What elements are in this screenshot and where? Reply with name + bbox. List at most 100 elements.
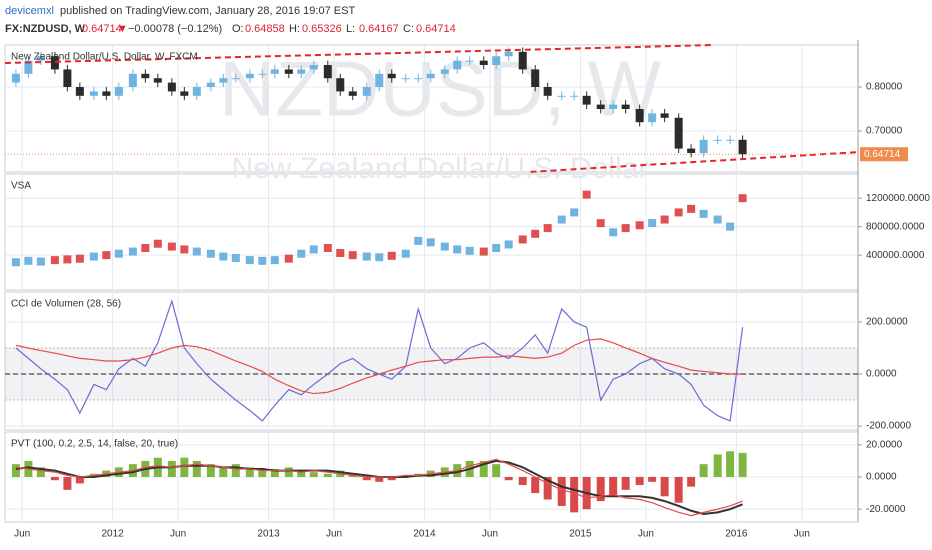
volume-mark bbox=[375, 253, 384, 262]
volume-mark bbox=[414, 236, 423, 245]
candle-body bbox=[362, 87, 371, 96]
volume-mark bbox=[75, 254, 84, 263]
candle-body bbox=[323, 65, 332, 79]
histogram-bar bbox=[738, 452, 747, 477]
ohlc-value: 0.64858 bbox=[245, 23, 285, 35]
candle-body bbox=[648, 113, 657, 123]
volume-mark bbox=[141, 244, 150, 253]
histogram-bar bbox=[660, 477, 669, 497]
histogram-bar bbox=[309, 472, 318, 477]
y-tick-label: 800000.0000 bbox=[866, 221, 925, 232]
watermark: NZDUSD, W bbox=[219, 45, 661, 133]
candle-body bbox=[401, 78, 410, 80]
ohlc-value: 0.64714 bbox=[416, 23, 456, 35]
candle-body bbox=[465, 60, 474, 62]
volume-mark bbox=[492, 244, 501, 253]
histogram-bar bbox=[50, 477, 59, 481]
volume-mark bbox=[687, 204, 696, 213]
panel-frame bbox=[4, 173, 859, 291]
histogram-bar bbox=[674, 477, 683, 503]
volume-mark bbox=[219, 252, 228, 261]
last-price-box bbox=[860, 147, 908, 162]
histogram-bar bbox=[387, 477, 396, 481]
candle-body bbox=[167, 82, 176, 92]
watermark-subtitle: New Zealand Dollar/U.S. Dollar bbox=[232, 152, 649, 185]
histogram-bar bbox=[323, 473, 332, 477]
volume-mark bbox=[699, 209, 708, 218]
author[interactable]: devicemxl bbox=[5, 5, 54, 17]
volume-mark bbox=[102, 251, 111, 260]
series-line bbox=[15, 459, 743, 515]
published: published on TradingView.com, January 28… bbox=[60, 5, 355, 17]
volume-mark bbox=[660, 215, 669, 224]
candle-body bbox=[518, 51, 527, 70]
x-tick-label: 2014 bbox=[413, 529, 436, 540]
candle-body bbox=[504, 51, 513, 57]
candle-body bbox=[11, 73, 20, 83]
candle-body bbox=[245, 73, 254, 79]
histogram-bar bbox=[180, 457, 189, 477]
change: −0.00078 (−0.12%) bbox=[128, 23, 222, 35]
candle-body bbox=[36, 56, 45, 61]
candle-body bbox=[543, 87, 552, 96]
volume-mark bbox=[114, 249, 123, 258]
histogram-bar bbox=[297, 470, 306, 477]
candle-body bbox=[24, 60, 33, 74]
x-tick-label: Jun bbox=[14, 529, 30, 540]
histogram-bar bbox=[375, 477, 384, 482]
volume-mark bbox=[557, 215, 566, 224]
x-tick-label: Jun bbox=[326, 529, 342, 540]
candle-body bbox=[726, 139, 735, 141]
x-tick-label: Jun bbox=[638, 529, 654, 540]
candle-body bbox=[596, 104, 605, 110]
histogram-bar bbox=[518, 477, 527, 486]
candle-body bbox=[336, 78, 345, 92]
candle-body bbox=[738, 139, 747, 155]
histogram-bar bbox=[609, 477, 618, 497]
candle-body bbox=[609, 104, 618, 110]
candle-body bbox=[309, 65, 318, 70]
volume-mark bbox=[284, 254, 293, 263]
candle-body bbox=[258, 73, 267, 75]
candle-body bbox=[699, 139, 708, 153]
histogram-bar bbox=[219, 467, 228, 477]
histogram-bar bbox=[75, 477, 84, 484]
histogram-bar bbox=[192, 460, 201, 477]
volume-mark bbox=[36, 257, 45, 266]
x-tick-label: Jun bbox=[170, 529, 186, 540]
volume-mark bbox=[635, 221, 644, 230]
y-tick-label: 20.0000 bbox=[866, 439, 903, 450]
candle-body bbox=[660, 113, 669, 118]
histogram-bar bbox=[570, 477, 579, 513]
candle-body bbox=[270, 69, 279, 74]
x-tick-label: 2012 bbox=[101, 529, 124, 540]
x-tick-label: 2013 bbox=[257, 529, 280, 540]
candle-body bbox=[153, 78, 162, 83]
candle-body bbox=[206, 82, 215, 88]
candle-body bbox=[687, 148, 696, 153]
arrow: ▼ bbox=[117, 23, 128, 35]
candle-body bbox=[75, 87, 84, 96]
candle-body bbox=[348, 91, 357, 96]
volume-mark bbox=[362, 252, 371, 261]
volume-mark bbox=[713, 215, 722, 224]
candle-body bbox=[297, 69, 306, 74]
candle-body bbox=[557, 95, 566, 97]
volume-mark bbox=[570, 208, 579, 217]
candle-body bbox=[50, 56, 59, 70]
volume-mark bbox=[323, 244, 332, 253]
series-line bbox=[15, 458, 743, 517]
y-tick-label: 1200000.0000 bbox=[866, 193, 930, 204]
histogram-bar bbox=[726, 451, 735, 477]
histogram-bar bbox=[531, 477, 540, 494]
candle-body bbox=[141, 73, 150, 79]
volume-mark bbox=[504, 240, 513, 249]
volume-mark bbox=[609, 228, 618, 237]
candle-body bbox=[674, 117, 683, 149]
x-tick-label: 2016 bbox=[725, 529, 748, 540]
volume-mark bbox=[479, 247, 488, 256]
panel-legend: VSA bbox=[11, 181, 31, 192]
candle-body bbox=[479, 60, 488, 66]
candle-body bbox=[63, 69, 72, 88]
